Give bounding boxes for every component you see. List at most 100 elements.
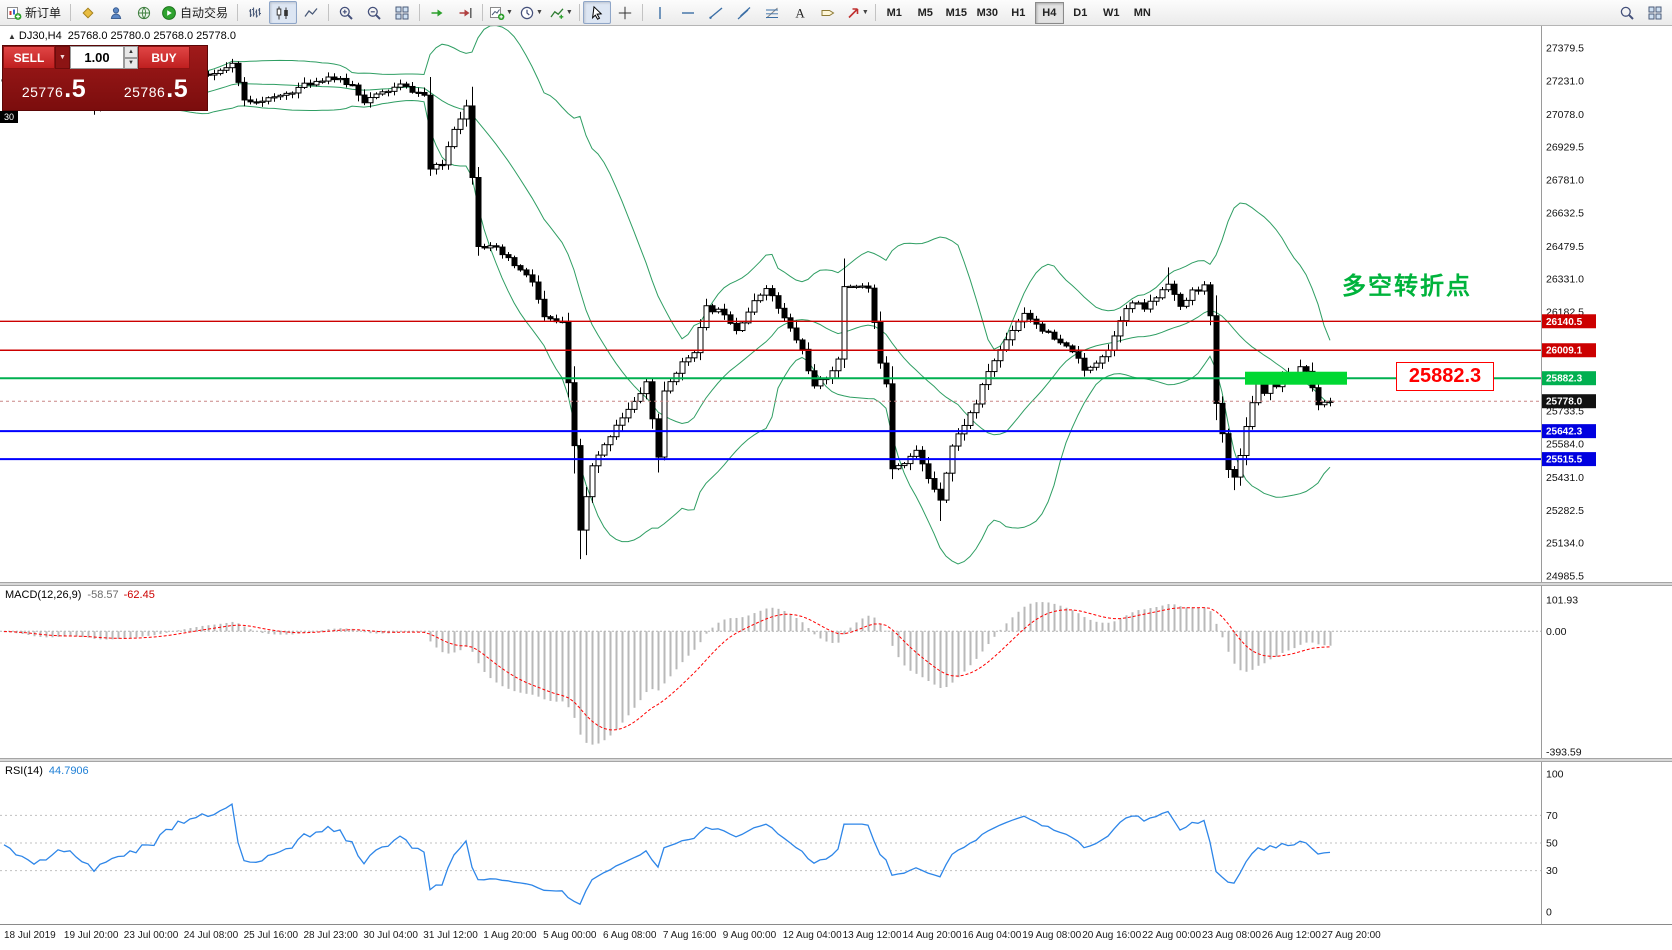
candle-body (841, 286, 848, 360)
fibonacci-button[interactable] (758, 1, 786, 24)
toolbar-separator (237, 4, 239, 21)
chart-annotation-text[interactable]: 多空转折点 (1342, 273, 1472, 300)
accounts-button[interactable] (102, 1, 130, 24)
timeframe-m15-button[interactable]: M15 (945, 6, 967, 19)
symbol-tag: 30 (0, 111, 19, 123)
auto-scroll-button[interactable] (423, 1, 451, 24)
timeframe-m1-button[interactable]: M1 (886, 6, 902, 19)
candle-body (745, 311, 752, 324)
zoom-in-button[interactable] (332, 1, 360, 24)
time-axis-label: 1 Aug 20:00 (483, 930, 537, 941)
text-button[interactable]: A (786, 1, 814, 24)
candle-body (1027, 312, 1034, 320)
fibo-icon (765, 7, 778, 18)
candle-body (571, 382, 578, 447)
tile-windows-button[interactable] (388, 1, 416, 24)
alerts-button[interactable] (74, 1, 102, 24)
volume-dropdown-button[interactable]: ▼ (55, 46, 70, 69)
price-tick-label: 26781.0 (1546, 175, 1584, 187)
main-chart-pane[interactable]: 27379.5 27231.0 27078.0 26929.5 26781.0 26632… (0, 26, 1672, 582)
candle-body (799, 339, 806, 350)
profiles-button[interactable]: ▼ (516, 1, 546, 24)
zoom-out-button[interactable] (360, 1, 388, 24)
person-icon (110, 6, 122, 19)
time-axis-label: 25 Jul 16:00 (243, 930, 299, 941)
pane-divider-2[interactable] (0, 758, 1672, 762)
price-tick-label: 27078.0 (1546, 109, 1584, 121)
chart-shift-button[interactable] (451, 1, 479, 24)
candle-body (229, 62, 236, 69)
rsi-line (3, 802, 1331, 906)
candle-body (271, 96, 278, 99)
community-button[interactable] (130, 1, 158, 24)
new-chart-button[interactable]: ▼ (486, 1, 516, 24)
volume-up-button[interactable]: ▲ (124, 46, 138, 58)
price-callout-label[interactable]: 25882.3 (1396, 362, 1494, 391)
volume-down-button[interactable]: ▼ (124, 57, 138, 69)
autotrading-button[interactable]: 自动交易 (158, 1, 234, 24)
candle-body (679, 361, 686, 374)
search-button[interactable] (1613, 1, 1641, 24)
candle-body (373, 93, 380, 99)
candle-body (649, 381, 656, 420)
rsi-chart[interactable]: 100 70 50 30 0 (0, 762, 1672, 924)
highlight-zone[interactable] (1245, 371, 1347, 385)
candle-body (223, 67, 230, 71)
candles-icon (276, 6, 288, 19)
rsi-pane[interactable]: 100 70 50 30 0 RSI(14) 44.7906 (0, 762, 1672, 924)
arrows-button[interactable]: ▼ (842, 1, 872, 24)
crosshair-icon (618, 6, 632, 19)
candle-chart-button[interactable] (269, 1, 298, 24)
buy-price-main: 25786 (123, 84, 166, 100)
cursor-button[interactable] (582, 1, 611, 24)
price-tick-label: 27231.0 (1546, 75, 1584, 87)
candle-body (1171, 283, 1178, 295)
buy-button[interactable]: BUY (138, 46, 190, 69)
candle-body (319, 80, 326, 83)
candle-body (1057, 338, 1064, 344)
time-axis-label: 24 Jul 08:00 (183, 930, 239, 941)
time-axis[interactable]: 18 Jul 2019 19 Jul 20:00 23 Jul 00:00 24 Ju… (0, 924, 1672, 950)
timeframe-m5-button[interactable]: M5 (917, 6, 933, 19)
timeframe-h1-button[interactable]: H1 (1011, 6, 1026, 19)
candle-body (1165, 283, 1172, 291)
channel-button[interactable] (730, 1, 758, 24)
candle-body (277, 94, 284, 98)
hline-button[interactable] (674, 1, 702, 24)
candle-body (703, 305, 710, 329)
macd-pane[interactable]: 101.93 0.00 -393.59 MACD(12,26,9) -58.57 -62… (0, 586, 1672, 758)
candle-body (1021, 312, 1028, 323)
timeframe-w1-button[interactable]: W1 (1103, 6, 1120, 19)
crosshair-button[interactable] (611, 1, 639, 24)
indicators-button[interactable]: ▼ (546, 1, 576, 24)
timeframe-mn-button[interactable]: MN (1133, 6, 1151, 19)
price-tag (1542, 424, 1596, 439)
vline-button[interactable] (646, 1, 674, 24)
candle-body (1063, 342, 1070, 347)
bar-chart-button[interactable] (241, 1, 269, 24)
candle-body (211, 73, 218, 76)
candle-body (511, 257, 518, 267)
vline-icon (659, 6, 661, 19)
candle-body (805, 348, 812, 372)
sell-button[interactable]: SELL (3, 46, 55, 69)
trendline-button[interactable] (702, 1, 730, 24)
workspace-button[interactable] (1641, 1, 1669, 24)
main-chart[interactable]: 27379.5 27231.0 27078.0 26929.5 26781.0 26632… (0, 26, 1672, 582)
pane-divider-1[interactable] (0, 582, 1672, 586)
label-button[interactable] (814, 1, 842, 24)
timeframe-m30-button[interactable]: M30 (976, 6, 998, 19)
candle-body (883, 362, 890, 385)
timeframe-h4-button[interactable]: H4 (1034, 1, 1064, 24)
timeframe-d1-button[interactable]: D1 (1073, 6, 1088, 19)
macd-chart[interactable]: 101.93 0.00 -393.59 (0, 586, 1672, 758)
volume-input[interactable] (70, 46, 124, 69)
new-order-button[interactable]: 新订单 (3, 1, 67, 24)
candle-body (1231, 469, 1238, 478)
line-chart-button[interactable] (297, 1, 325, 24)
candle-body (1003, 339, 1010, 351)
candle-body (685, 357, 692, 363)
candle-body (1111, 335, 1118, 351)
candle-body (1105, 349, 1112, 358)
